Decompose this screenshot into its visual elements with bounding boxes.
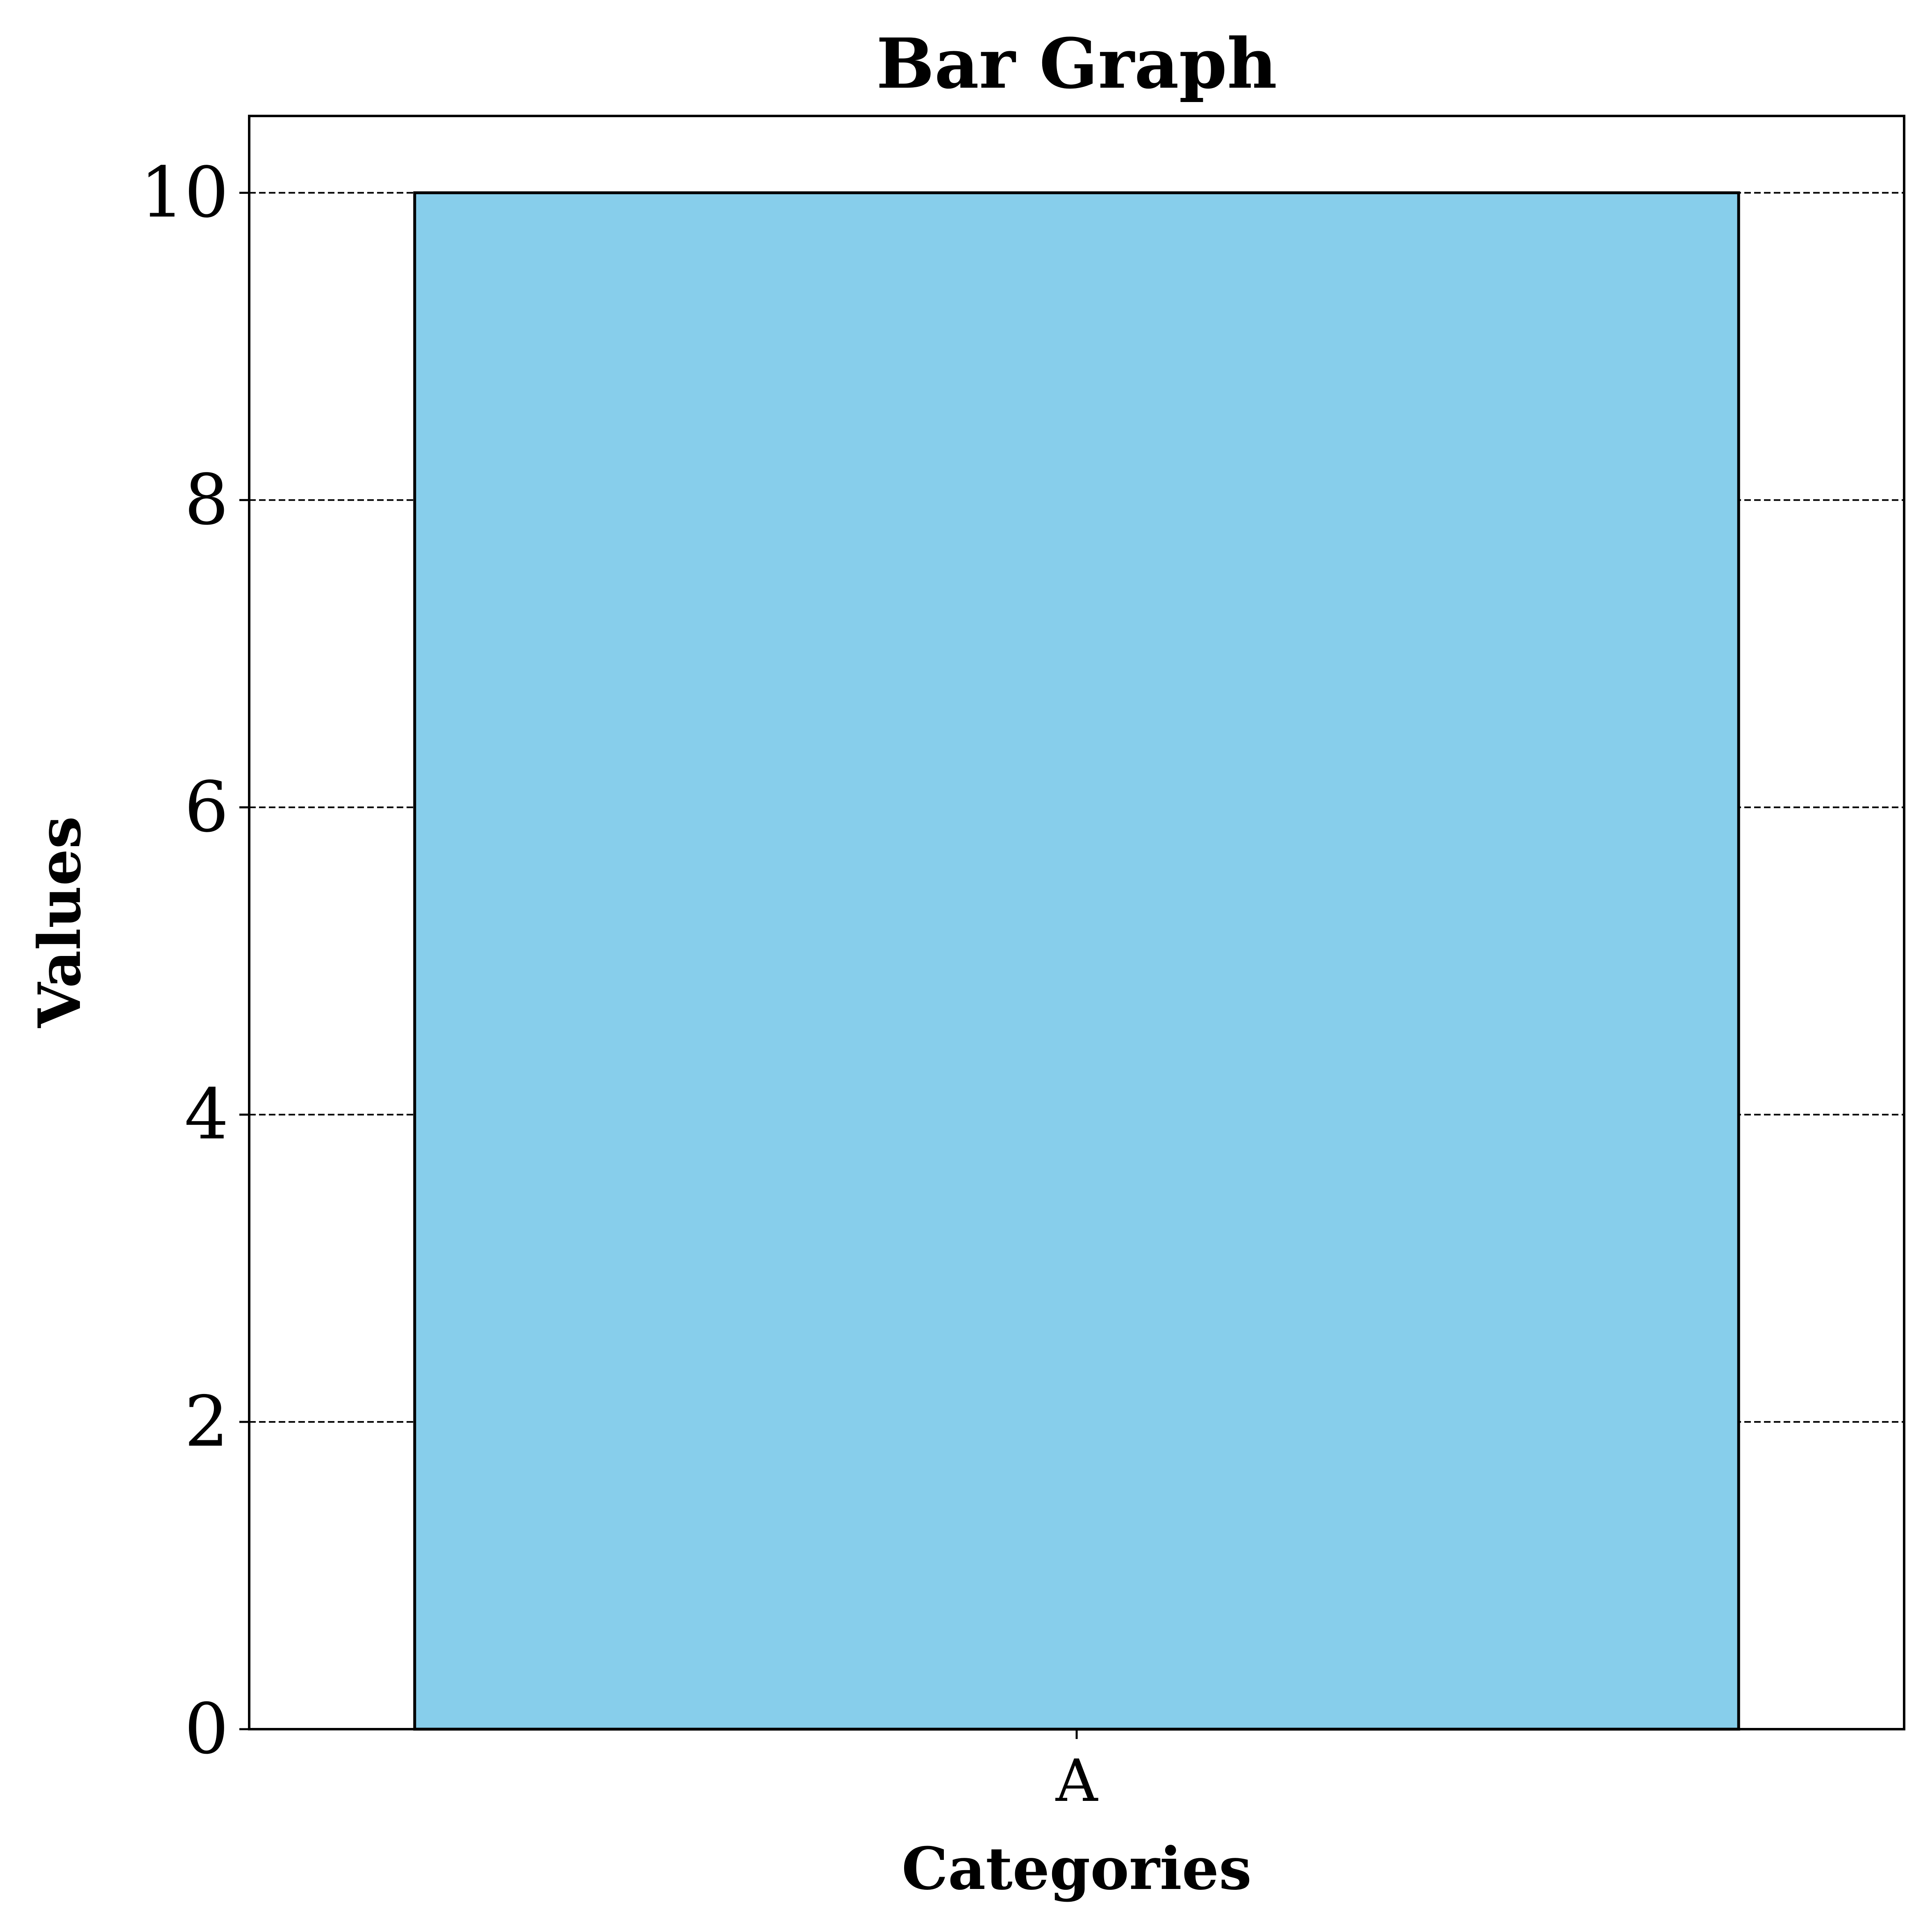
bar-a [413,191,1740,1731]
y-tick-label: 0 [184,1689,229,1770]
y-tick-label: 10 [140,152,229,233]
y-tick-label: 6 [184,767,229,848]
x-axis-ticks: A [1055,1729,1098,1815]
chart-title: Bar Graph [876,23,1277,104]
y-tick-label: 4 [184,1074,229,1155]
y-tick-label: 2 [184,1381,229,1462]
x-tick-label: A [1055,1747,1098,1815]
x-axis-label: Categories [902,1835,1252,1903]
y-tick-label: 8 [184,459,229,540]
bars [413,191,1740,1731]
y-axis-ticks: 0 2 4 6 8 10 [140,152,249,1770]
y-axis-label: Values [26,816,94,1028]
